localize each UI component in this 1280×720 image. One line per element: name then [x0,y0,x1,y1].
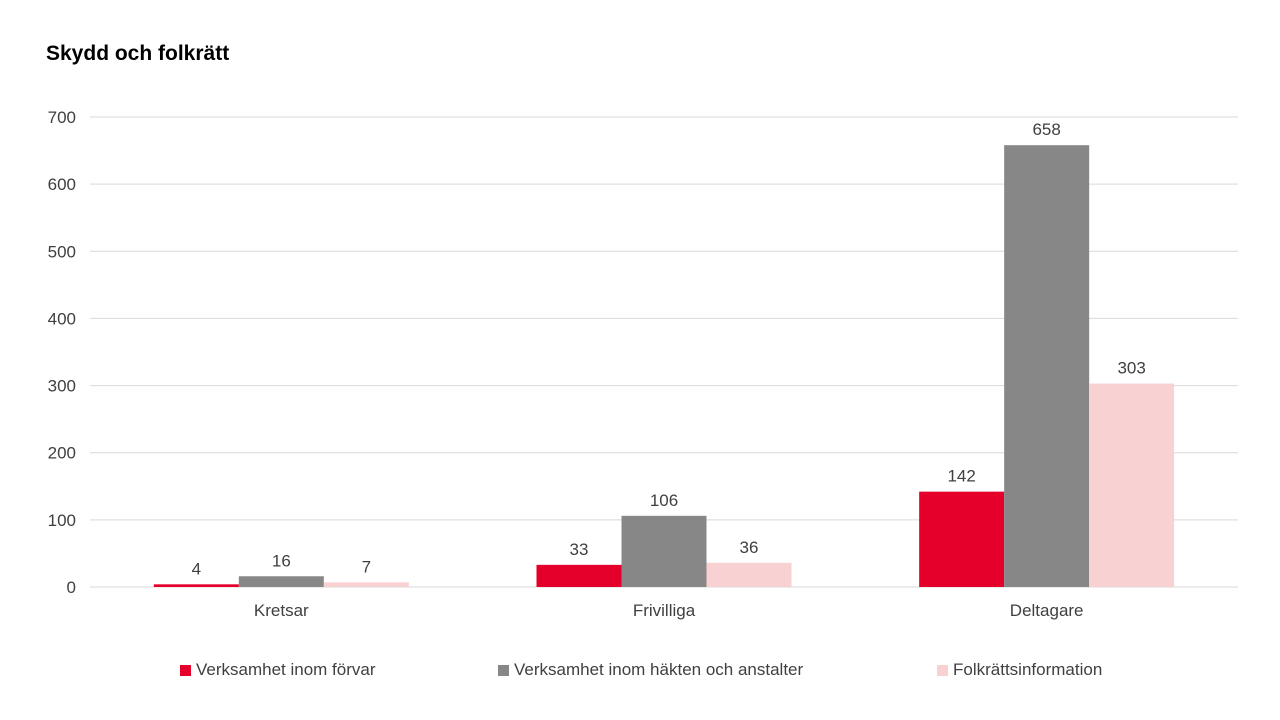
y-tick-label: 700 [48,108,76,127]
legend-swatch [498,664,509,676]
x-tick-label: Frivilliga [633,601,696,620]
legend-label: Verksamhet inom förvar [196,660,376,679]
y-tick-label: 100 [48,511,76,530]
data-label: 303 [1117,359,1145,378]
y-axis-ticks: 0 100 200 300 400 500 600 700 [48,108,76,597]
bar [323,582,409,587]
y-tick-label: 400 [48,309,76,328]
data-label: 106 [650,491,678,510]
data-label: 33 [570,540,589,559]
data-label: 7 [362,557,371,576]
y-tick-label: 200 [48,444,76,463]
legend-label: Verksamhet inom häkten och anstalter [514,660,804,679]
y-tick-label: 0 [67,578,76,597]
bar [1004,145,1090,587]
data-label: 36 [740,538,759,557]
legend-item: Verksamhet inom förvar [180,660,376,680]
data-labels: 4 16 7 33 106 36 142 658 303 [192,120,1146,578]
legend-item: Folkrättsinformation [937,660,1102,680]
data-label: 142 [947,467,975,486]
bar [621,515,707,587]
y-tick-label: 600 [48,175,76,194]
legend-swatch [937,664,948,676]
bar [238,576,324,587]
legend-label: Folkrättsinformation [953,660,1103,679]
bar [706,562,792,587]
data-label: 16 [272,551,291,570]
bar [153,584,239,587]
x-tick-label: Kretsar [254,601,309,620]
chart-title: Skydd och folkrätt [46,42,230,65]
x-tick-label: Deltagare [1010,601,1084,620]
data-label: 4 [192,559,201,578]
y-tick-label: 300 [48,377,76,396]
bars [153,145,1175,587]
legend: Verksamhet inom förvar Verksamhet inom hä… [0,660,1280,686]
legend-swatch [180,664,191,676]
bar [919,491,1005,587]
bar [536,564,622,587]
data-label: 658 [1032,120,1060,139]
x-axis-ticks: Kretsar Frivilliga Deltagare [254,601,1084,620]
bar [1089,383,1175,587]
legend-item: Verksamhet inom häkten och anstalter [498,660,803,680]
y-tick-label: 500 [48,242,76,261]
